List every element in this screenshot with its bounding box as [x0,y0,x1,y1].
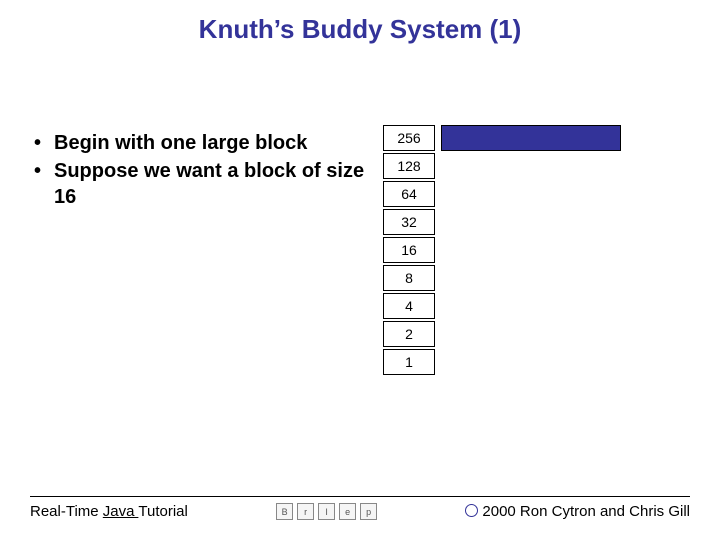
table-row: 32 [383,209,621,235]
table-row: 2 [383,321,621,347]
content-area: Begin with one large blockSuppose we wan… [0,45,720,377]
logo-letter-box: r [297,503,314,520]
slide-title: Knuth’s Buddy System (1) [0,0,720,45]
footer-left-underlined: Java [103,503,139,520]
table-row: 256 [383,125,621,151]
size-label: 128 [383,153,435,179]
logo-letter-box: e [339,503,356,520]
footer-logo: BrIep [276,503,377,520]
bullet-region: Begin with one large blockSuppose we wan… [30,125,375,377]
size-label: 32 [383,209,435,235]
size-label: 16 [383,237,435,263]
size-label: 2 [383,321,435,347]
size-label: 256 [383,125,435,151]
table-row: 64 [383,181,621,207]
size-label: 4 [383,293,435,319]
footer-divider [30,496,690,497]
logo-letter-box: I [318,503,335,520]
table-row: 4 [383,293,621,319]
footer: Real-Time Java Tutorial BrIep 2000 Ron C… [0,496,720,520]
footer-copyright: 2000 Ron Cytron and Chris Gill [465,503,690,520]
copyright-icon [465,504,478,517]
table-row: 128 [383,153,621,179]
block-bar [441,125,621,151]
table-row: 16 [383,237,621,263]
logo-letter-box: B [276,503,293,520]
logo-letter-box: p [360,503,377,520]
copyright-text: 2000 Ron Cytron and Chris Gill [482,503,690,520]
table-row: 1 [383,349,621,375]
bullet-item: Begin with one large block [30,130,375,156]
buddy-table: 2561286432168421 [375,125,621,377]
size-label: 1 [383,349,435,375]
footer-left-text: Real-Time Java Tutorial [30,503,188,520]
bullet-item: Suppose we want a block of size 16 [30,158,375,210]
footer-left-prefix: Real-Time [30,503,103,520]
size-label: 64 [383,181,435,207]
footer-left-suffix: Tutorial [138,503,187,520]
size-label: 8 [383,265,435,291]
table-row: 8 [383,265,621,291]
